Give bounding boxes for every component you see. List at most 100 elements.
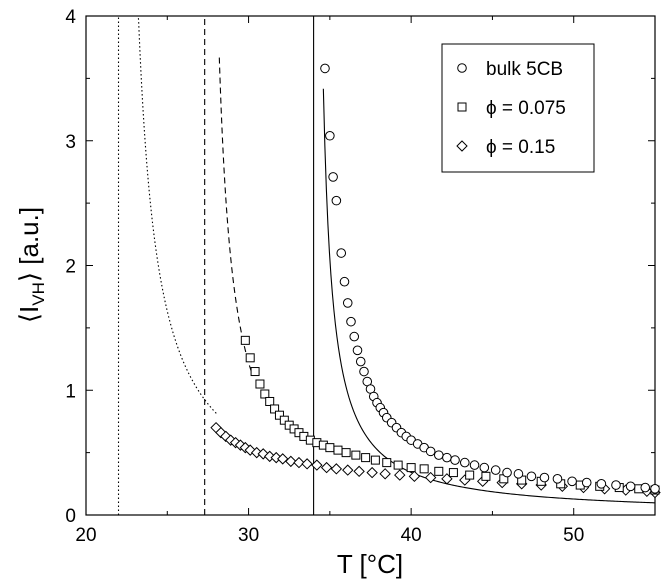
data-point-square bbox=[270, 404, 280, 414]
data-point-square bbox=[245, 353, 255, 363]
x-tick-label: 50 bbox=[563, 525, 584, 546]
data-point-circle bbox=[459, 457, 470, 468]
data-point-circle bbox=[342, 298, 353, 308]
data-point-circle bbox=[325, 130, 335, 141]
data-point-circle bbox=[581, 477, 592, 488]
data-point-square bbox=[406, 463, 416, 473]
y-tick-label: 1 bbox=[65, 381, 76, 402]
fit-curve bbox=[218, 57, 253, 374]
data-point-diamond bbox=[320, 461, 333, 474]
x-tick-label: 30 bbox=[238, 525, 259, 546]
data-point-circle bbox=[359, 366, 369, 377]
data-point-diamond bbox=[394, 469, 406, 481]
data-point-diamond bbox=[353, 465, 365, 478]
data-point-square bbox=[361, 453, 371, 463]
data-point-square bbox=[265, 396, 275, 406]
data-point-circle bbox=[596, 479, 607, 489]
data-point-circle bbox=[567, 476, 577, 487]
data-point-circle bbox=[513, 469, 524, 479]
data-point-circle bbox=[502, 467, 512, 478]
data-point-circle bbox=[352, 345, 363, 356]
legend-box bbox=[441, 43, 595, 173]
data-point-diamond bbox=[220, 430, 232, 443]
data-point-circle bbox=[433, 450, 444, 460]
data-point-diamond bbox=[366, 466, 378, 479]
data-point-circle bbox=[640, 482, 651, 493]
data-point-square bbox=[370, 455, 380, 465]
data-point-circle bbox=[320, 63, 330, 74]
data-point-square bbox=[255, 379, 265, 389]
data-point-circle bbox=[650, 484, 660, 494]
y-axis-title: ⟨IVH⟩ [a.u.] bbox=[14, 207, 48, 323]
y-axis-title-main: ⟨I bbox=[14, 306, 44, 323]
data-point-circle bbox=[479, 462, 490, 473]
data-point-square bbox=[240, 335, 250, 345]
legend-marker-circle bbox=[457, 63, 467, 73]
fit-curve bbox=[136, 15, 219, 416]
data-point-diamond bbox=[311, 459, 323, 471]
data-point-diamond bbox=[424, 471, 437, 484]
data-point-square bbox=[419, 464, 429, 474]
data-point-diamond bbox=[379, 468, 391, 480]
y-tick-label: 3 bbox=[65, 132, 76, 153]
data-point-square bbox=[279, 415, 289, 425]
data-point-circle bbox=[442, 452, 452, 463]
data-point-square bbox=[260, 389, 270, 399]
data-point-circle bbox=[355, 356, 366, 367]
data-points bbox=[210, 63, 661, 499]
y-axis-title-sub: VH bbox=[29, 282, 48, 306]
x-axis-ticks: 20 30 40 50 bbox=[75, 16, 584, 546]
legend-entries: bulk 5CB ϕ = 0.075 ϕ = 0.15 bbox=[456, 59, 566, 158]
data-point-square bbox=[448, 468, 458, 478]
data-point-circle bbox=[552, 474, 563, 484]
data-point-diamond bbox=[330, 463, 343, 475]
data-point-circle bbox=[490, 465, 501, 475]
fit-curve bbox=[322, 88, 656, 504]
data-point-diamond bbox=[342, 464, 354, 476]
data-point-circle bbox=[339, 276, 350, 287]
y-tick-label: 2 bbox=[65, 257, 76, 278]
legend-marker-diamond bbox=[456, 140, 468, 152]
legend-marker-square bbox=[457, 102, 467, 112]
legend-label: ϕ = 0.15 bbox=[486, 137, 555, 158]
data-point-circle bbox=[336, 248, 347, 258]
data-point-circle bbox=[331, 195, 342, 206]
data-point-square bbox=[341, 448, 351, 458]
data-point-square bbox=[325, 443, 335, 453]
data-point-square bbox=[434, 466, 444, 476]
legend-label: bulk 5CB bbox=[486, 59, 563, 80]
data-point-circle bbox=[425, 446, 436, 457]
y-tick-label: 4 bbox=[65, 7, 76, 28]
data-point-diamond bbox=[408, 470, 421, 483]
data-point-square bbox=[393, 460, 403, 470]
critical-temperature-lines bbox=[117, 16, 315, 515]
x-axis-title: T [°C] bbox=[337, 549, 403, 579]
data-point-square bbox=[250, 367, 260, 377]
y-axis-ticks: 0 1 2 3 4 bbox=[65, 7, 655, 527]
fit-curves bbox=[136, 15, 656, 504]
legend-label: ϕ = 0.075 bbox=[486, 98, 566, 119]
y-tick-label: 0 bbox=[65, 506, 76, 527]
data-point-circle bbox=[611, 480, 621, 490]
data-point-square bbox=[274, 410, 284, 420]
data-point-circle bbox=[539, 472, 550, 483]
data-point-circle bbox=[450, 455, 460, 465]
data-point-circle bbox=[625, 481, 636, 492]
data-point-square bbox=[481, 471, 491, 481]
legend: bulk 5CB ϕ = 0.075 ϕ = 0.15 bbox=[441, 43, 595, 173]
y-axis-title-close: ⟩ [a.u.] bbox=[14, 207, 44, 282]
data-point-diamond bbox=[293, 456, 305, 469]
data-point-diamond bbox=[285, 455, 297, 468]
x-tick-label: 40 bbox=[401, 525, 422, 546]
data-point-square bbox=[333, 445, 343, 455]
data-point-diamond bbox=[301, 458, 313, 470]
data-point-diamond bbox=[270, 451, 282, 464]
data-point-square bbox=[465, 470, 475, 480]
data-point-circle bbox=[526, 471, 537, 482]
data-point-square bbox=[382, 458, 392, 468]
data-point-circle bbox=[469, 460, 480, 470]
data-point-circle bbox=[349, 331, 360, 342]
x-tick-label: 20 bbox=[75, 525, 96, 546]
data-point-circle bbox=[328, 172, 338, 182]
